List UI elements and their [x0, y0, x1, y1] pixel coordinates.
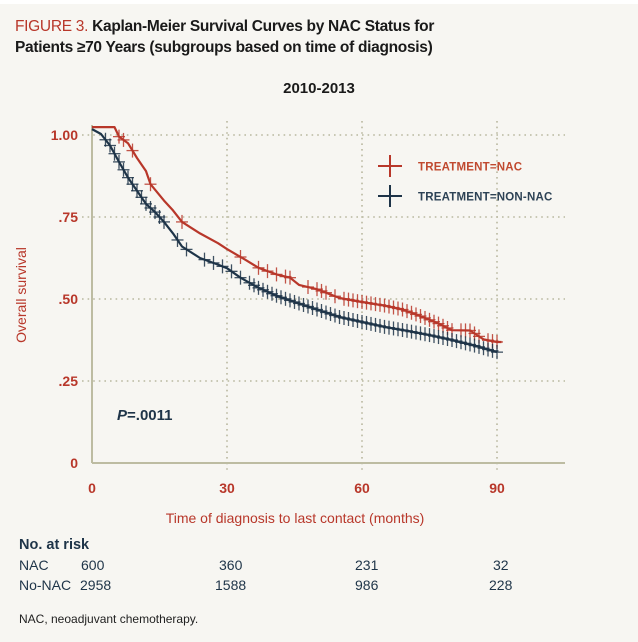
at-risk-row-no-nac: No-NAC 2958 1588 986 228 — [19, 577, 619, 597]
censor-mark — [180, 242, 193, 257]
censor-mark — [252, 260, 265, 275]
x-tick-label: 60 — [354, 480, 370, 496]
survival-curves — [91, 126, 503, 360]
y-tick-label: 1.00 — [51, 127, 78, 143]
axes — [91, 125, 565, 464]
y-tick-label: .25 — [59, 373, 79, 389]
y-tick-label: .75 — [59, 209, 79, 225]
legend-label: TREATMENT=NON-NAC — [418, 192, 552, 204]
censor-mark — [225, 264, 238, 279]
y-tick-label: .50 — [59, 291, 79, 307]
censor-mark — [158, 214, 170, 229]
figure-title: FIGURE 3. Kaplan-Meier Survival Curves b… — [15, 16, 615, 58]
at-risk-title: No. at risk — [19, 537, 90, 553]
y-tick-label: 0 — [70, 455, 78, 471]
censor-mark — [261, 264, 274, 279]
p-label: P — [117, 407, 128, 424]
censor-mark — [270, 267, 283, 282]
at-risk-cell: 228 — [489, 577, 513, 593]
censor-mark — [117, 132, 130, 147]
legend-label: TREATMENT=NAC — [418, 162, 522, 174]
censor-mark — [144, 177, 157, 192]
at-risk-row-label: NAC — [19, 557, 49, 573]
x-tick-label: 30 — [219, 480, 235, 496]
x-tick-label: 90 — [489, 480, 505, 496]
censor-mark — [234, 250, 247, 265]
at-risk-row-nac: NAC 600 360 231 32 — [19, 557, 619, 577]
at-risk-cell: 986 — [355, 577, 379, 593]
legend-entry-nac: TREATMENT=NAC — [378, 155, 522, 177]
legend: TREATMENT=NAC TREATMENT=NON-NAC — [378, 155, 552, 207]
censor-mark — [320, 285, 332, 300]
censor-mark — [108, 146, 121, 161]
censor-mark — [104, 138, 116, 153]
censor-mark — [198, 252, 211, 267]
at-risk-table: No. at risk NAC 600 360 231 32 No-NAC 29… — [19, 537, 619, 597]
chart-title: 2010-2013 — [283, 80, 355, 97]
censor-mark — [234, 270, 247, 285]
censor-mark — [117, 162, 130, 177]
figure-label: FIGURE 3. — [15, 18, 89, 35]
footnote: NAC, neoadjuvant chemotherapy. — [19, 612, 199, 626]
km-chart: 0.25.50.751.000 30 60 90 TREATMENT=NACTREAT… — [13, 121, 565, 526]
curve-nac — [92, 126, 502, 344]
at-risk-cell: 2958 — [80, 577, 112, 593]
legend-entry-non-nac: TREATMENT=NON-NAC — [378, 185, 552, 207]
top-border — [0, 0, 638, 4]
censor-mark — [302, 280, 314, 295]
at-risk-cell: 360 — [219, 557, 243, 573]
at-risk-row-label: No-NAC — [19, 577, 72, 593]
censor-mark — [176, 214, 188, 229]
p-value: =.0011 — [127, 407, 172, 424]
x-axis-label: Time of diagnosis to last contact (month… — [166, 510, 425, 526]
grid — [82, 121, 565, 473]
p-value-annotation: P=.0011 — [117, 407, 172, 424]
at-risk-cell: 231 — [355, 557, 379, 573]
censor-mark — [171, 232, 184, 247]
censor-mark — [126, 143, 139, 158]
at-risk-cell: 1588 — [215, 577, 247, 593]
censor-mark — [113, 154, 125, 169]
censor-mark — [284, 270, 296, 285]
censor-mark — [207, 255, 220, 270]
y-axis-label: Overall survival — [13, 247, 29, 343]
censor-mark — [329, 289, 341, 304]
figure-title-line2: Patients ≥70 Years (subgroups based on t… — [15, 39, 433, 56]
censor-mark — [216, 259, 229, 274]
censor-mark — [491, 345, 503, 360]
tick-labels: 0 .25 .50 .75 1.00 0 30 60 90 — [51, 127, 505, 496]
x-tick-label: 0 — [88, 480, 96, 496]
figure-title-line1: Kaplan-Meier Survival Curves by NAC Stat… — [92, 18, 435, 35]
at-risk-cell: 600 — [81, 557, 105, 573]
at-risk-cell: 32 — [493, 557, 509, 573]
